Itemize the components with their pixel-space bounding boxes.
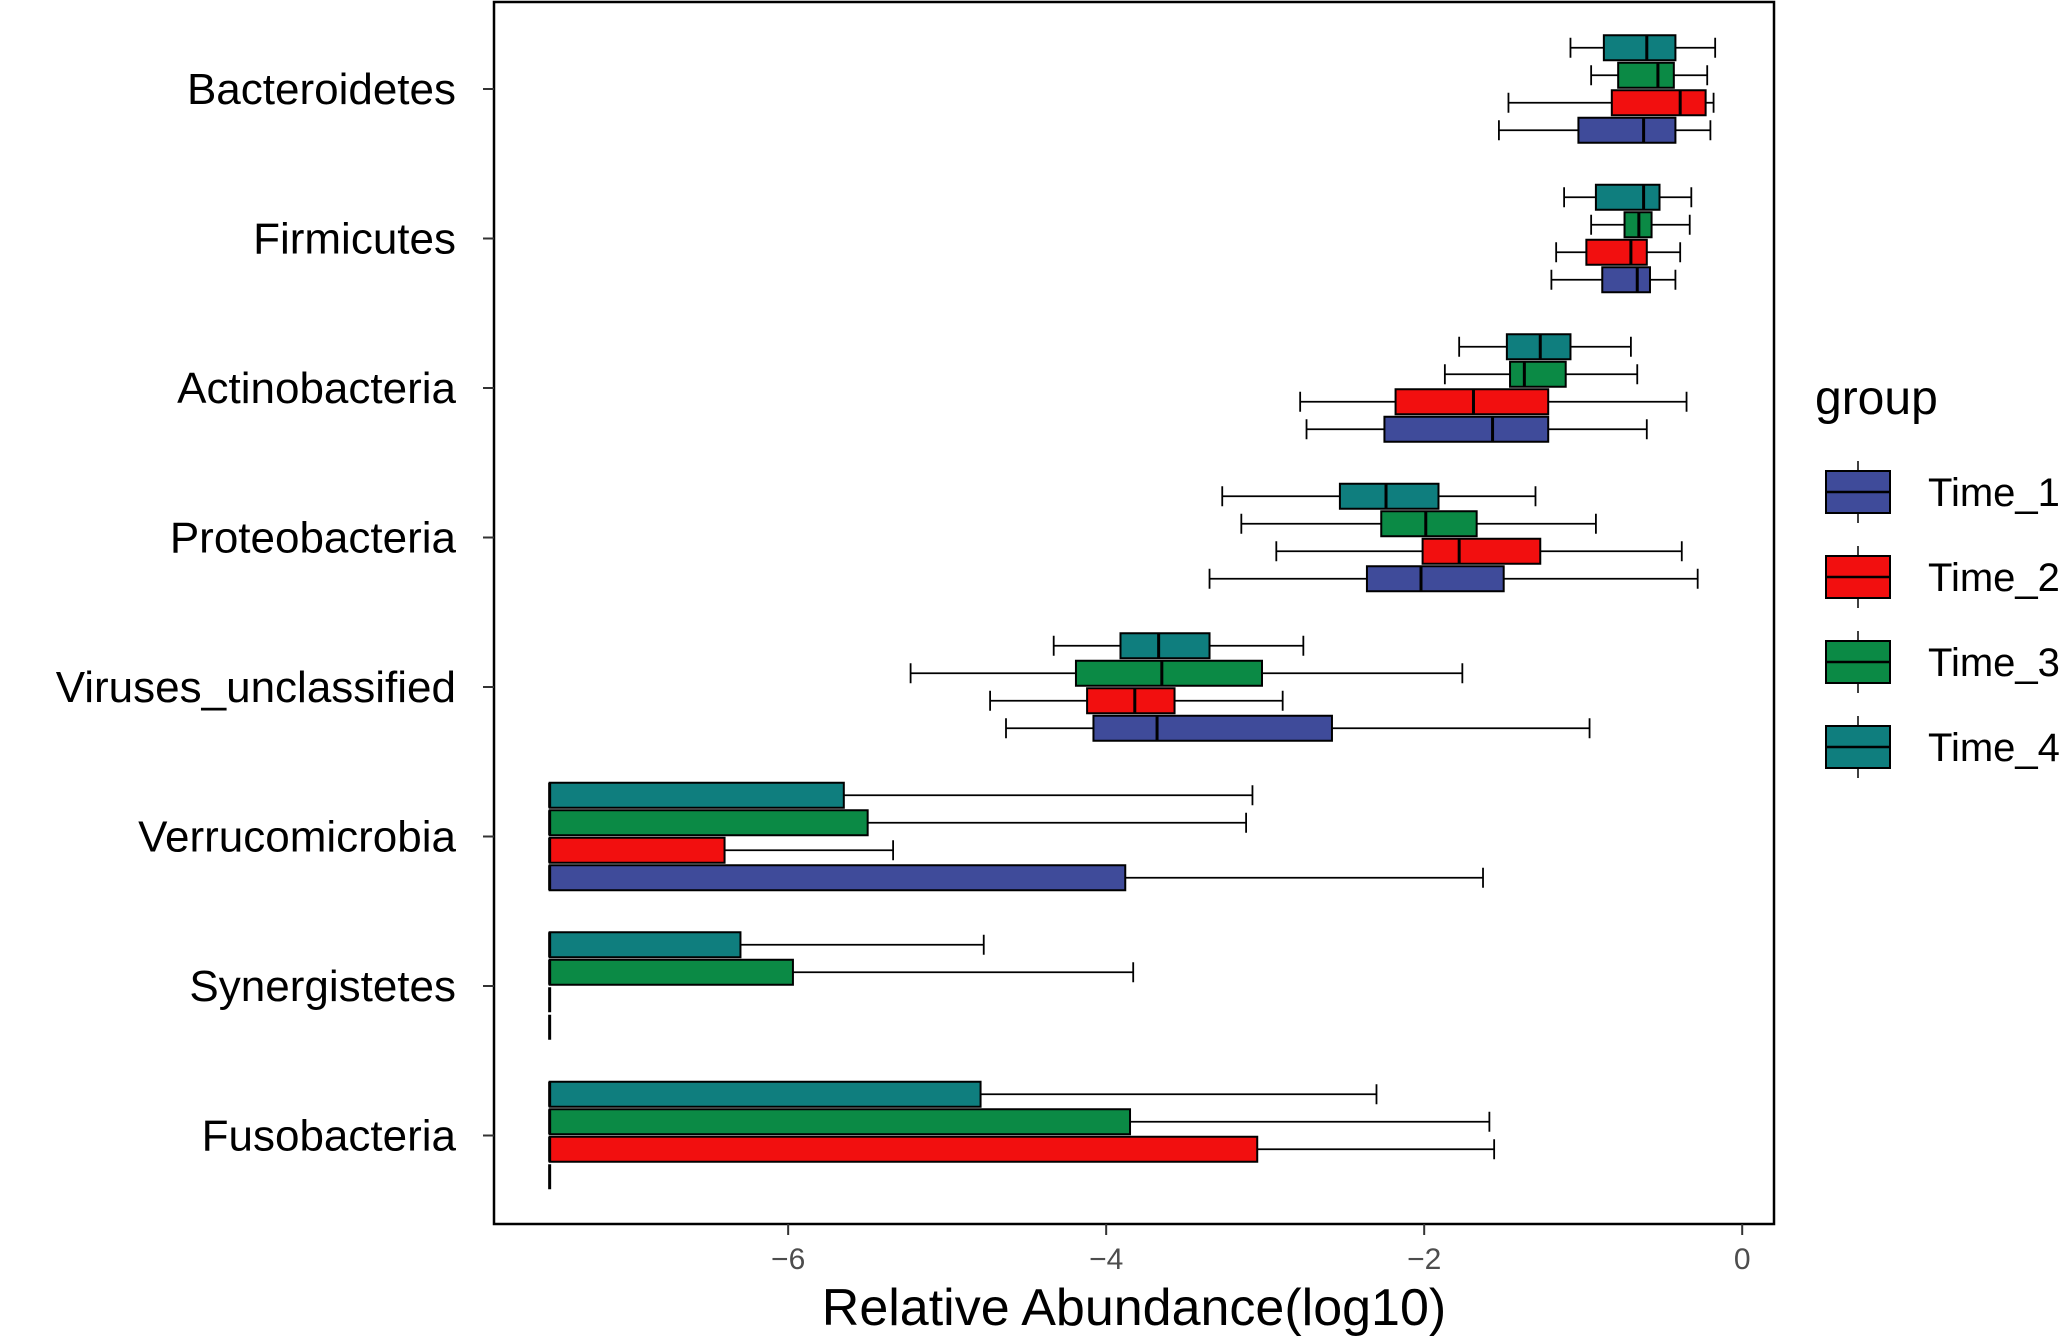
box-time-2-actinobacteria bbox=[1299, 388, 1688, 416]
box-time-1-proteobacteria bbox=[1208, 565, 1699, 593]
box-time-3-synergistetes bbox=[548, 958, 1135, 986]
category-label: Bacteroidetes bbox=[187, 65, 456, 114]
box-body bbox=[1610, 89, 1707, 117]
box-time-1-bacteroidetes bbox=[1498, 116, 1712, 144]
box-body bbox=[548, 1108, 1132, 1136]
box-time-2-proteobacteria bbox=[1275, 537, 1683, 565]
box-time-1-viruses-unclassified bbox=[1005, 714, 1591, 742]
x-tick-label: −6 bbox=[771, 1243, 805, 1276]
box-body bbox=[1617, 61, 1675, 89]
box-body bbox=[548, 958, 794, 986]
box-body bbox=[1509, 360, 1567, 388]
box-body bbox=[1602, 34, 1677, 62]
legend-item-time-4: Time_4 bbox=[1825, 716, 2060, 778]
legend-label: Time_3 bbox=[1928, 641, 2060, 685]
box-time-3-actinobacteria bbox=[1443, 360, 1639, 388]
box-time-1-verrucomicrobia bbox=[548, 864, 1484, 892]
category-label: Fusobacteria bbox=[202, 1112, 457, 1161]
legend-item-time-2: Time_2 bbox=[1825, 546, 2060, 608]
box-time-4-bacteroidetes bbox=[1569, 34, 1717, 62]
box-time-3-proteobacteria bbox=[1240, 510, 1597, 538]
box-time-2-bacteroidetes bbox=[1507, 89, 1715, 117]
box-body bbox=[1365, 565, 1505, 593]
box-time-2-viruses-unclassified bbox=[989, 687, 1284, 715]
x-axis-title: Relative Abundance(log10) bbox=[822, 1279, 1446, 1337]
legend-item-time-1: Time_1 bbox=[1825, 461, 2060, 523]
box-time-4-fusobacteria bbox=[548, 1080, 1378, 1108]
box-time-3-verrucomicrobia bbox=[548, 809, 1247, 837]
box-body bbox=[548, 864, 1127, 892]
box-time-2-fusobacteria bbox=[548, 1135, 1496, 1163]
box-body bbox=[548, 1135, 1259, 1163]
box-body bbox=[1086, 687, 1176, 715]
box-body bbox=[1338, 482, 1440, 510]
legend: group Time_1 Time_2 Time_3 Time_4 bbox=[1815, 372, 2060, 778]
x-tick-label: −4 bbox=[1089, 1243, 1123, 1276]
box-body bbox=[1380, 510, 1478, 538]
legend-label: Time_1 bbox=[1928, 471, 2060, 515]
box-body bbox=[1594, 183, 1661, 211]
box-time-4-viruses-unclassified bbox=[1052, 632, 1305, 660]
box-body bbox=[1394, 388, 1550, 416]
plot-panel bbox=[492, 0, 1776, 1226]
x-tick-label: 0 bbox=[1734, 1243, 1751, 1276]
y-axis: Bacteroidetes Firmicutes Actinobacteria Pro… bbox=[56, 65, 494, 1161]
box-time-2-verrucomicrobia bbox=[548, 836, 895, 864]
box-time-4-firmicutes bbox=[1563, 183, 1693, 211]
legend-title: group bbox=[1815, 372, 1938, 425]
box-body bbox=[1383, 415, 1550, 443]
category-label: Viruses_unclassified bbox=[56, 663, 456, 712]
box-body bbox=[1601, 266, 1651, 294]
box-body bbox=[1092, 714, 1333, 742]
box-body bbox=[1585, 238, 1648, 266]
box-body bbox=[548, 781, 845, 809]
box-time-1-firmicutes bbox=[1550, 266, 1677, 294]
legend-label: Time_2 bbox=[1928, 556, 2060, 600]
x-tick-label: −2 bbox=[1407, 1243, 1441, 1276]
box-time-4-verrucomicrobia bbox=[548, 781, 1254, 809]
box-time-3-viruses-unclassified bbox=[909, 659, 1464, 687]
category-label: Actinobacteria bbox=[177, 364, 456, 413]
category-label: Synergistetes bbox=[189, 962, 456, 1011]
box-body bbox=[548, 931, 742, 959]
x-axis: −6 −4 −2 0 bbox=[771, 1224, 1751, 1276]
box-time-2-firmicutes bbox=[1555, 238, 1682, 266]
legend-label: Time_4 bbox=[1928, 726, 2060, 770]
box-time-1-actinobacteria bbox=[1305, 415, 1648, 443]
box-body bbox=[1505, 333, 1572, 361]
box-time-3-firmicutes bbox=[1590, 211, 1691, 239]
box-body bbox=[548, 836, 726, 864]
box-body bbox=[1119, 632, 1211, 660]
box-body bbox=[1421, 537, 1542, 565]
box-time-3-bacteroidetes bbox=[1590, 61, 1709, 89]
box-body bbox=[1074, 659, 1264, 687]
plot-layer bbox=[548, 34, 1717, 1190]
box-time-3-fusobacteria bbox=[548, 1108, 1491, 1136]
legend-item-time-3: Time_3 bbox=[1825, 631, 2060, 693]
box-time-4-proteobacteria bbox=[1221, 482, 1537, 510]
box-body bbox=[1577, 116, 1677, 144]
box-time-4-actinobacteria bbox=[1458, 333, 1632, 361]
category-label: Verrucomicrobia bbox=[138, 813, 456, 862]
box-body bbox=[548, 809, 869, 837]
category-label: Firmicutes bbox=[253, 215, 456, 264]
box-time-4-synergistetes bbox=[548, 931, 985, 959]
box-body bbox=[548, 1080, 982, 1108]
category-label: Proteobacteria bbox=[170, 514, 457, 563]
